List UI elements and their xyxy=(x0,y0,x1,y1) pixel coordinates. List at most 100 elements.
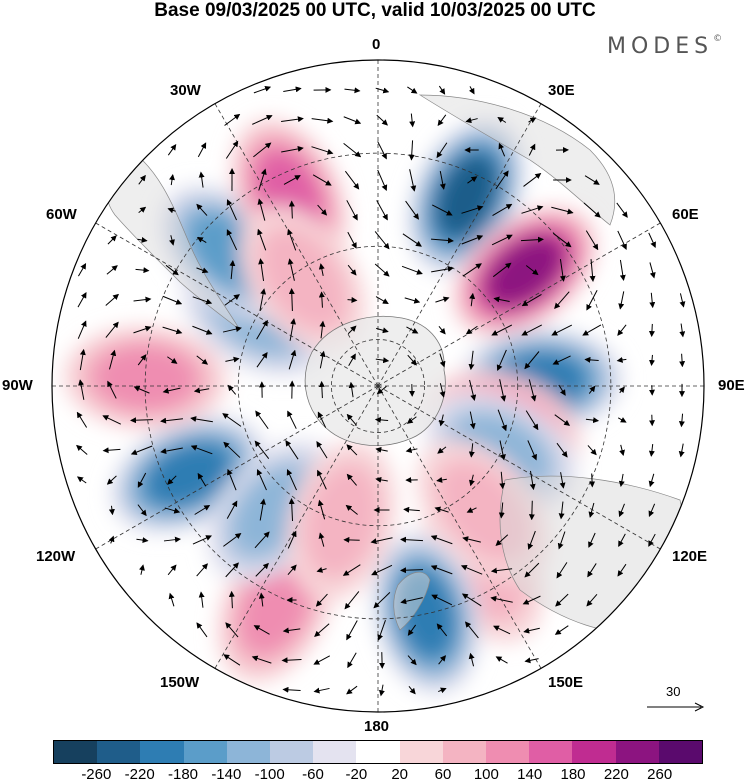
colorbar-segment xyxy=(529,741,573,763)
wind-vector xyxy=(344,170,360,190)
colorbar-tick-label: 220 xyxy=(603,766,629,783)
wind-vector xyxy=(524,351,540,370)
anomaly-field xyxy=(52,60,704,712)
wind-vector xyxy=(558,384,566,396)
wind-vector xyxy=(648,232,656,249)
wind-vector xyxy=(559,472,566,489)
wind-vector xyxy=(402,233,422,247)
wind-vector xyxy=(347,296,358,303)
colorbar-tick-label: -60 xyxy=(302,766,324,783)
wind-vector xyxy=(130,417,154,424)
wind-vector xyxy=(438,325,446,335)
wind-vector xyxy=(618,473,625,488)
wind-vector xyxy=(137,504,147,517)
wind-vector xyxy=(586,593,598,607)
label-lon-30w: 30W xyxy=(170,82,201,99)
wind-vector xyxy=(407,354,417,366)
wind-vector xyxy=(377,620,386,641)
wind-vector xyxy=(374,416,389,423)
latitude-circle xyxy=(237,245,519,527)
wind-vector xyxy=(223,441,241,458)
wind-vector xyxy=(589,473,596,488)
brand-logo: MODES© xyxy=(607,34,723,59)
wind-vector xyxy=(405,447,418,454)
wind-vector xyxy=(287,530,297,549)
wind-vector xyxy=(373,591,391,609)
wind-vector xyxy=(197,472,207,487)
wind-vector xyxy=(438,687,447,694)
wind-vector xyxy=(375,87,390,94)
wind-vector xyxy=(401,265,423,275)
wind-vector xyxy=(588,532,596,548)
wind-vector xyxy=(256,351,268,368)
wind-vector xyxy=(225,356,240,363)
wind-vector xyxy=(468,86,475,95)
wind-vector xyxy=(469,292,476,307)
wind-vector xyxy=(468,443,475,458)
wind-vector xyxy=(551,324,573,336)
wind-vector xyxy=(318,291,325,308)
wind-vector xyxy=(583,202,601,218)
wind-vector xyxy=(409,169,417,192)
wind-vector xyxy=(376,327,389,334)
wind-vector xyxy=(678,413,685,428)
wind-vector xyxy=(227,384,237,395)
wind-vector xyxy=(375,296,389,304)
colorbar-tick-label: -180 xyxy=(167,766,199,783)
label-lon-150w: 150W xyxy=(160,674,200,691)
wind-vector xyxy=(223,654,241,666)
wind-vector xyxy=(130,445,153,455)
colorbar-tick-label: -260 xyxy=(81,766,112,783)
wind-vector xyxy=(438,655,447,665)
wind-vector xyxy=(556,442,568,458)
wind-vector xyxy=(318,532,325,547)
wind-vector xyxy=(375,446,388,453)
wind-vector xyxy=(162,387,181,394)
wind-vector xyxy=(520,236,544,243)
wind-vector xyxy=(616,202,628,218)
wind-vector xyxy=(196,267,209,274)
wind-vector xyxy=(289,318,296,341)
wind-vector xyxy=(499,471,506,490)
wind-vector xyxy=(466,507,477,513)
wind-vector xyxy=(346,444,358,456)
wind-vector xyxy=(137,472,147,488)
wind-vector xyxy=(226,468,237,491)
wind-vector xyxy=(137,236,148,243)
wind-vector xyxy=(78,379,85,400)
wind-vector xyxy=(197,142,207,158)
wind-vector xyxy=(376,385,387,395)
anomaly-blob xyxy=(486,237,564,306)
wind-vector xyxy=(226,500,238,519)
wind-vector xyxy=(79,348,86,371)
wind-vector xyxy=(678,443,685,458)
wind-vector xyxy=(439,383,446,398)
wind-vector xyxy=(431,266,454,273)
wind-vector xyxy=(468,652,475,667)
wind-vector xyxy=(497,116,507,123)
graticule xyxy=(52,60,704,712)
wind-vector xyxy=(76,411,88,428)
wind-vector xyxy=(436,623,448,637)
label-lon-60e: 60E xyxy=(672,206,699,223)
wind-vector xyxy=(347,652,357,669)
wind-vector xyxy=(439,170,446,190)
wind-vector xyxy=(409,113,416,128)
label-lon-60w: 60W xyxy=(46,206,77,223)
wind-vector xyxy=(493,625,511,635)
wind-vector xyxy=(137,354,147,366)
wind-vector xyxy=(528,143,536,156)
wind-vector xyxy=(194,504,211,515)
label-lon-90e: 90E xyxy=(718,377,745,394)
wind-vector xyxy=(649,292,656,309)
colorbar-tick-label: 140 xyxy=(517,766,543,783)
wind-vector xyxy=(679,293,686,308)
wind-vector xyxy=(165,264,179,276)
wind-vector xyxy=(133,296,152,303)
wind-vector xyxy=(407,86,418,94)
wind-vector xyxy=(523,172,542,187)
wind-vector xyxy=(348,381,355,398)
colorbar-tick-label: -140 xyxy=(211,766,242,783)
label-lon-0: 0 xyxy=(372,36,381,53)
wind-vector xyxy=(586,290,598,311)
